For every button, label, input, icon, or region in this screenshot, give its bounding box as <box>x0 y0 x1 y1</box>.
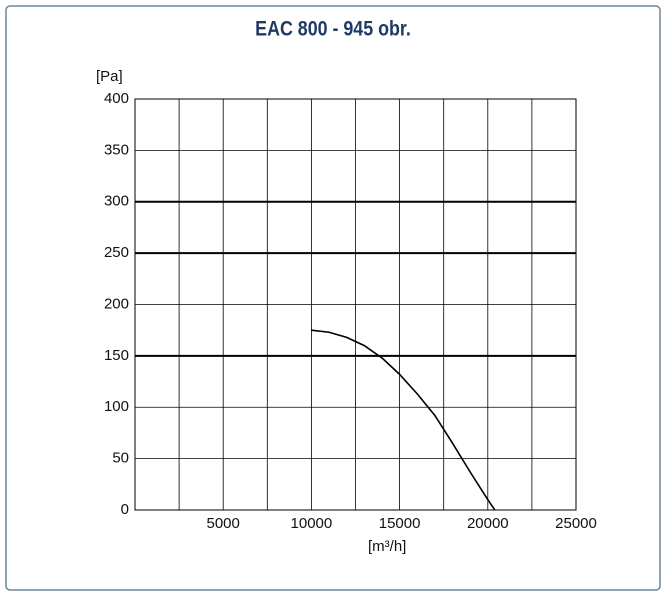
y-tick-label: 50 <box>112 450 129 467</box>
x-tick-label: 10000 <box>291 515 333 532</box>
frame <box>5 5 661 591</box>
y-axis-label: [Pa] <box>96 68 123 85</box>
curve <box>311 329 496 511</box>
y-tick-label: 350 <box>104 141 129 158</box>
chart-title: EAC 800 - 945 obr. <box>255 17 411 41</box>
y-tick-label: 200 <box>104 295 129 312</box>
y-tick-label: 400 <box>104 90 129 107</box>
x-tick-label: 20000 <box>467 515 509 532</box>
y-tick-label: 100 <box>104 398 129 415</box>
y-tick-label: 150 <box>104 347 129 364</box>
y-tick-label: 300 <box>104 193 129 210</box>
x-tick-label: 25000 <box>555 515 597 532</box>
y-tick-label: 250 <box>104 244 129 261</box>
x-tick-label: 5000 <box>207 515 240 532</box>
x-axis-label: [m³/h] <box>368 538 406 555</box>
x-tick-label: 15000 <box>379 515 421 532</box>
y-tick-label: 0 <box>121 501 129 518</box>
